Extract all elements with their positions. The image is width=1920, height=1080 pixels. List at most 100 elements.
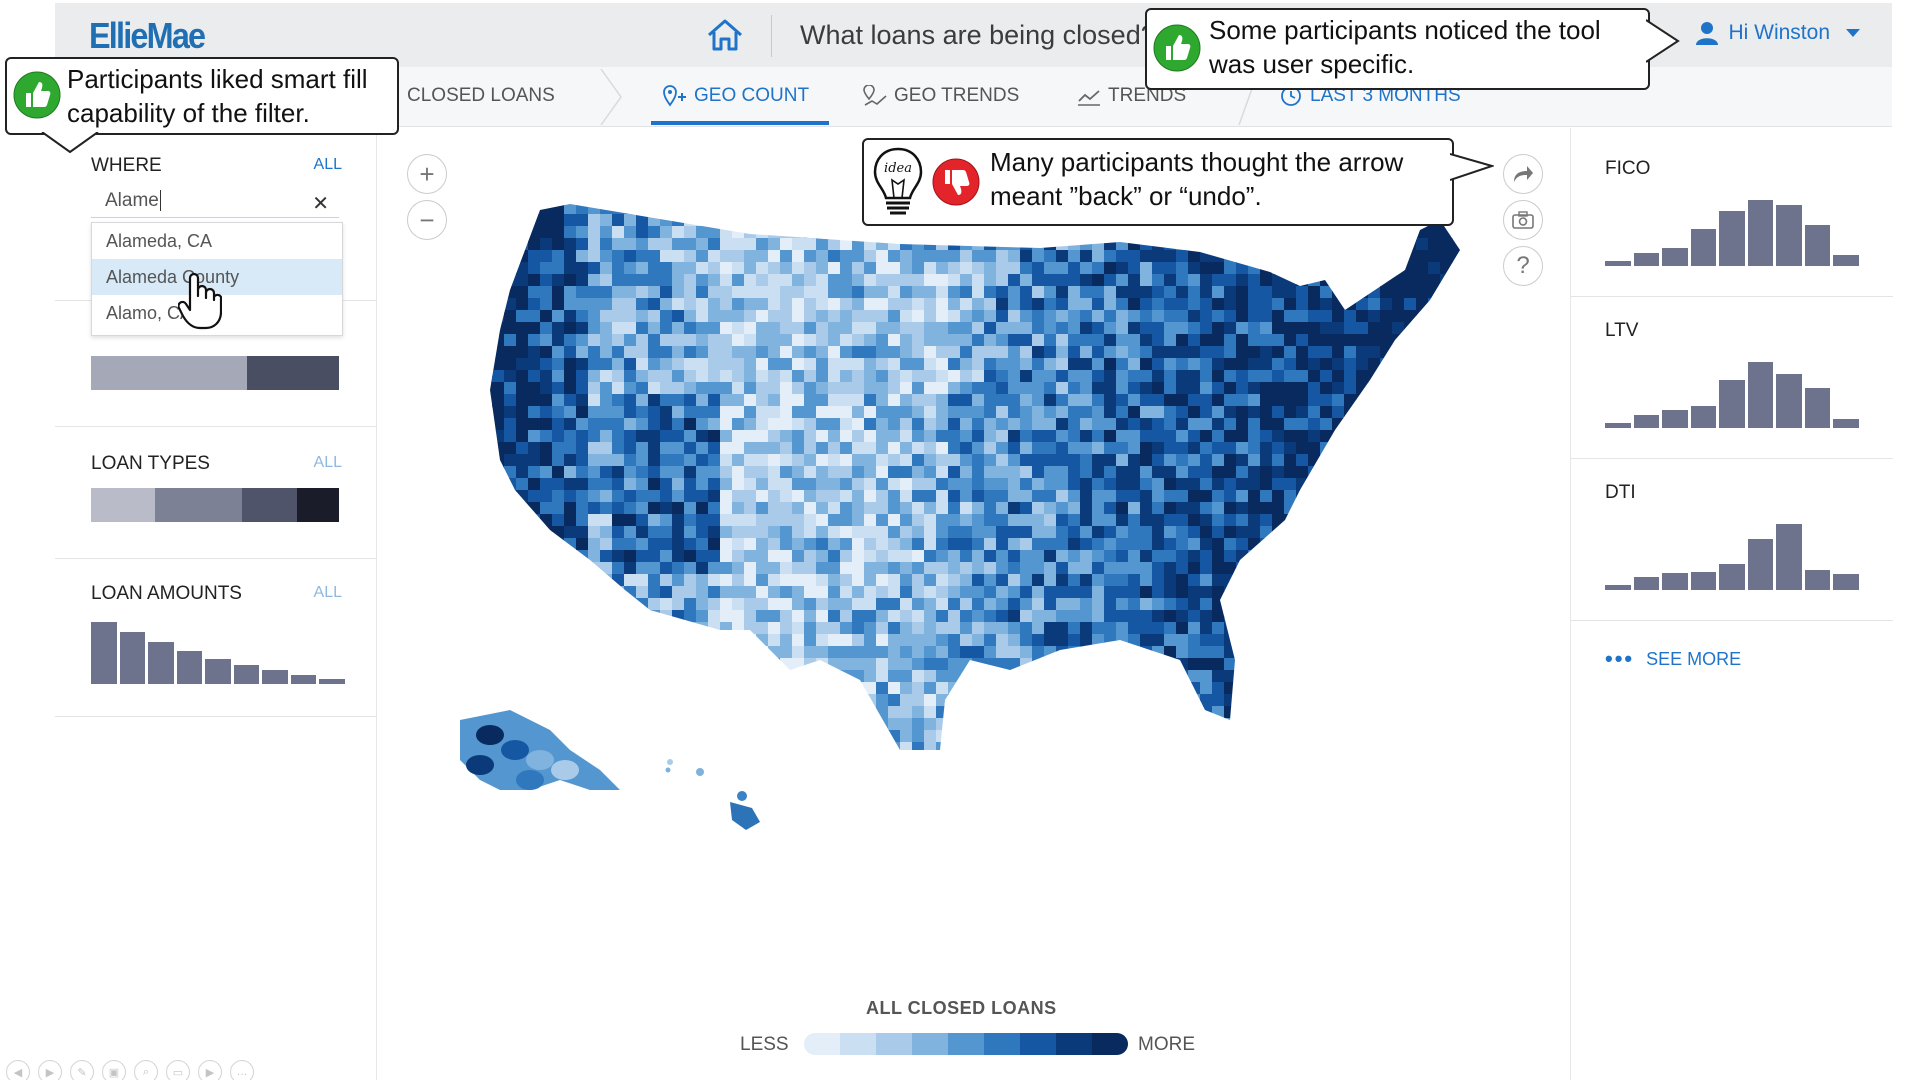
county-cell[interactable]	[792, 694, 805, 707]
county-cell[interactable]	[852, 670, 865, 683]
county-cell[interactable]	[768, 442, 781, 455]
county-cell[interactable]	[672, 490, 685, 503]
county-cell[interactable]	[636, 718, 649, 731]
county-cell[interactable]	[1284, 718, 1297, 731]
county-cell[interactable]	[504, 190, 517, 203]
county-cell[interactable]	[1152, 538, 1165, 551]
county-cell[interactable]	[1248, 610, 1261, 623]
county-cell[interactable]	[1440, 238, 1453, 251]
county-cell[interactable]	[1212, 730, 1225, 743]
county-cell[interactable]	[1044, 598, 1057, 611]
county-cell[interactable]	[1056, 286, 1069, 299]
county-cell[interactable]	[792, 418, 805, 431]
county-cell[interactable]	[960, 298, 973, 311]
county-cell[interactable]	[1224, 358, 1237, 371]
county-cell[interactable]	[1056, 634, 1069, 647]
county-cell[interactable]	[960, 730, 973, 743]
county-cell[interactable]	[900, 298, 913, 311]
county-cell[interactable]	[1368, 442, 1381, 455]
county-cell[interactable]	[972, 442, 985, 455]
county-cell[interactable]	[816, 718, 829, 731]
county-cell[interactable]	[912, 250, 925, 263]
county-cell[interactable]	[708, 382, 721, 395]
county-cell[interactable]	[1212, 538, 1225, 551]
county-cell[interactable]	[636, 214, 649, 227]
county-cell[interactable]	[960, 718, 973, 731]
county-cell[interactable]	[1356, 322, 1369, 335]
county-cell[interactable]	[624, 334, 637, 347]
county-cell[interactable]	[768, 190, 781, 203]
county-cell[interactable]	[852, 622, 865, 635]
county-cell[interactable]	[900, 526, 913, 539]
county-cell[interactable]	[552, 214, 565, 227]
county-cell[interactable]	[636, 382, 649, 395]
county-cell[interactable]	[936, 322, 949, 335]
county-cell[interactable]	[1284, 358, 1297, 371]
county-cell[interactable]	[1140, 670, 1153, 683]
county-cell[interactable]	[780, 430, 793, 443]
county-cell[interactable]	[1032, 586, 1045, 599]
county-cell[interactable]	[1176, 406, 1189, 419]
county-cell[interactable]	[1272, 766, 1285, 779]
county-cell[interactable]	[840, 190, 853, 203]
county-cell[interactable]	[996, 526, 1009, 539]
county-cell[interactable]	[900, 658, 913, 671]
county-cell[interactable]	[1080, 694, 1093, 707]
county-cell[interactable]	[1428, 562, 1441, 575]
county-cell[interactable]	[492, 634, 505, 647]
county-cell[interactable]	[960, 550, 973, 563]
county-cell[interactable]	[1440, 454, 1453, 467]
county-cell[interactable]	[876, 502, 889, 515]
county-cell[interactable]	[504, 610, 517, 623]
county-cell[interactable]	[480, 286, 493, 299]
county-cell[interactable]	[780, 310, 793, 323]
county-cell[interactable]	[1080, 394, 1093, 407]
county-cell[interactable]	[804, 658, 817, 671]
county-cell[interactable]	[672, 202, 685, 215]
county-cell[interactable]	[648, 718, 661, 731]
county-cell[interactable]	[1308, 430, 1321, 443]
county-cell[interactable]	[696, 226, 709, 239]
county-cell[interactable]	[516, 286, 529, 299]
county-cell[interactable]	[708, 538, 721, 551]
county-cell[interactable]	[1104, 418, 1117, 431]
county-cell[interactable]	[1176, 658, 1189, 671]
county-cell[interactable]	[888, 334, 901, 347]
county-cell[interactable]	[1308, 466, 1321, 479]
county-cell[interactable]	[1260, 658, 1273, 671]
county-cell[interactable]	[1344, 454, 1357, 467]
county-cell[interactable]	[1008, 622, 1021, 635]
county-cell[interactable]	[1140, 394, 1153, 407]
county-cell[interactable]	[1056, 418, 1069, 431]
county-cell[interactable]	[864, 622, 877, 635]
county-cell[interactable]	[996, 274, 1009, 287]
county-cell[interactable]	[888, 514, 901, 527]
county-cell[interactable]	[816, 610, 829, 623]
county-cell[interactable]	[1212, 742, 1225, 755]
county-cell[interactable]	[576, 514, 589, 527]
county-cell[interactable]	[1452, 442, 1465, 455]
county-cell[interactable]	[1452, 406, 1465, 419]
county-cell[interactable]	[948, 658, 961, 671]
county-cell[interactable]	[720, 574, 733, 587]
county-cell[interactable]	[1440, 742, 1453, 755]
county-cell[interactable]	[1392, 610, 1405, 623]
county-cell[interactable]	[684, 526, 697, 539]
county-cell[interactable]	[504, 406, 517, 419]
county-cell[interactable]	[1056, 322, 1069, 335]
county-cell[interactable]	[1164, 634, 1177, 647]
county-cell[interactable]	[480, 358, 493, 371]
county-cell[interactable]	[1440, 538, 1453, 551]
county-cell[interactable]	[936, 406, 949, 419]
county-cell[interactable]	[1008, 286, 1021, 299]
county-cell[interactable]	[792, 406, 805, 419]
county-cell[interactable]	[708, 682, 721, 695]
county-cell[interactable]	[900, 262, 913, 275]
county-cell[interactable]	[996, 346, 1009, 359]
county-cell[interactable]	[912, 298, 925, 311]
county-cell[interactable]	[828, 466, 841, 479]
county-cell[interactable]	[708, 238, 721, 251]
county-cell[interactable]	[948, 238, 961, 251]
county-cell[interactable]	[768, 706, 781, 719]
county-cell[interactable]	[828, 214, 841, 227]
